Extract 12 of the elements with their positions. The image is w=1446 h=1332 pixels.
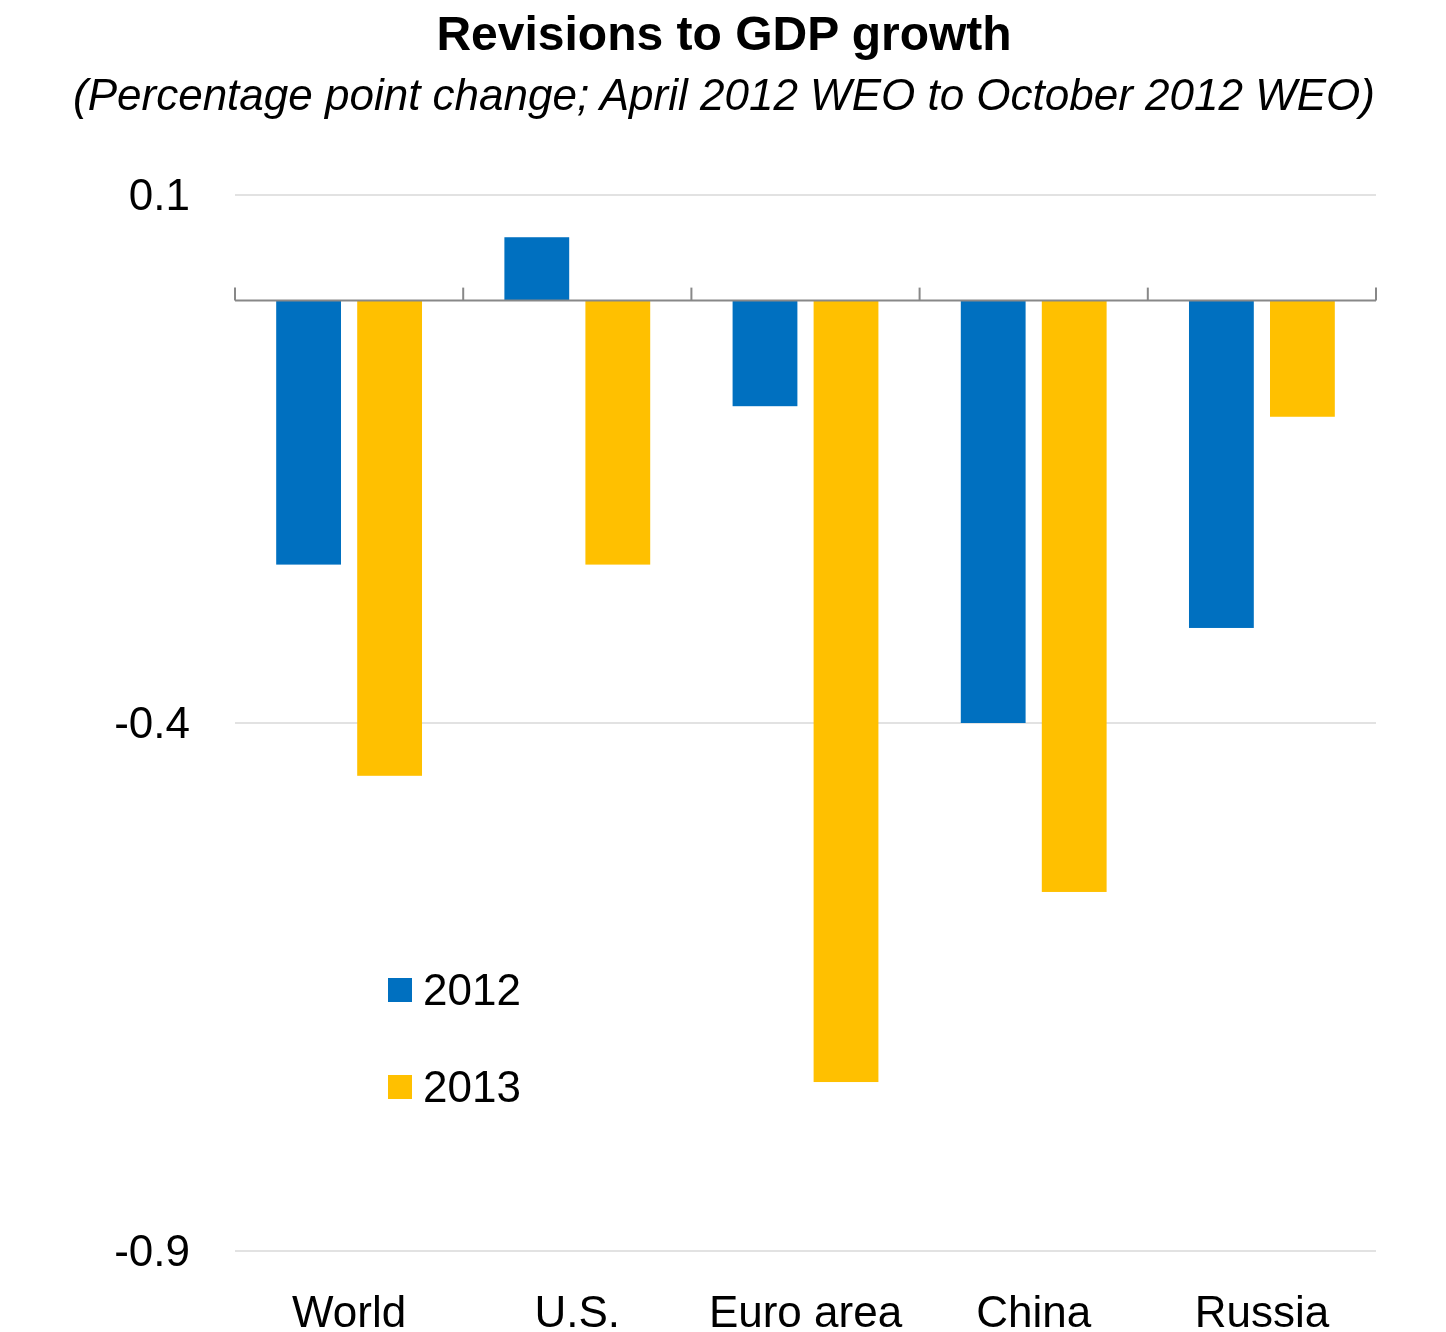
x-tick-label: U.S. <box>534 1287 621 1332</box>
x-tick-label: China <box>976 1287 1092 1332</box>
x-tick-label: World <box>292 1287 407 1332</box>
x-tick-label: Russia <box>1194 1287 1330 1332</box>
x-tick-label: Euro area <box>708 1287 903 1332</box>
y-tick-label: -0.4 <box>114 698 190 748</box>
y-tick-label: -0.9 <box>114 1226 190 1276</box>
legend-label: 2012 <box>423 965 521 1015</box>
y-tick-label: 0.1 <box>128 170 190 220</box>
chart-title: Revisions to GDP growth <box>436 7 1012 60</box>
chart-subtitle: (Percentage point change; April 2012 WEO to October 2012 WEO) <box>73 70 1375 119</box>
legend-label: 2013 <box>423 1062 521 1112</box>
